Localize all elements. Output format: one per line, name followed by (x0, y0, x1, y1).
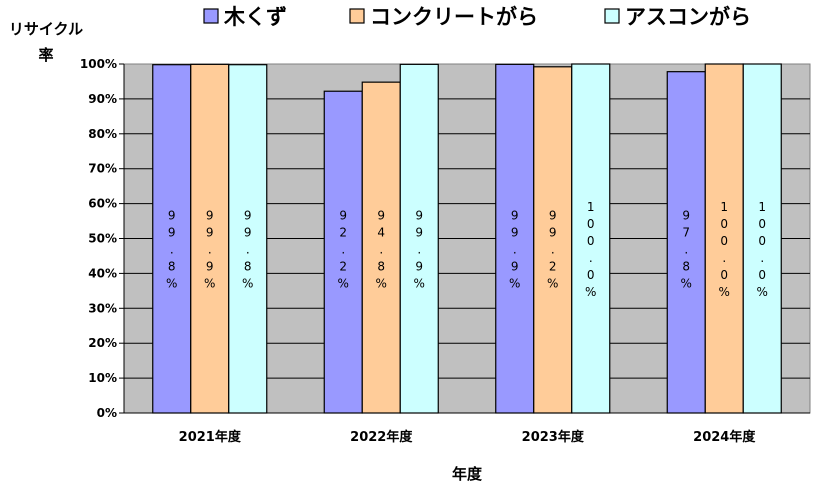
data-label: 9 9. 9% (204, 209, 215, 291)
bar (571, 63, 611, 414)
legend-swatch (349, 8, 365, 24)
data-label: 9 9. 9% (414, 209, 425, 291)
x-category-label: 2021年度 (179, 429, 242, 445)
y-tick-label: 60% (88, 197, 117, 211)
data-label: 9 9. 8% (242, 209, 253, 291)
y-tick-label: 80% (88, 127, 117, 141)
data-label: 9 7. 8% (681, 209, 692, 291)
bar (533, 66, 573, 414)
y-tick-label: 90% (88, 92, 117, 106)
data-label: 1 0 0. 0% (719, 200, 730, 299)
legend-swatch (604, 8, 620, 24)
bar (399, 63, 439, 414)
y-tick-label: 10% (88, 371, 117, 385)
y-tick-label: 50% (88, 232, 117, 246)
data-label: 9 2. 2% (338, 209, 349, 291)
data-label: 1 0 0. 0% (585, 200, 596, 299)
legend-label: アスコンがら (625, 5, 751, 29)
y-tick-label: 70% (88, 162, 117, 176)
y-tick-label: 20% (88, 336, 117, 350)
y-tick-label: 40% (88, 266, 117, 280)
data-label: 9 9. 9% (509, 209, 520, 291)
x-category-label: 2023年度 (522, 429, 585, 445)
bar (742, 63, 782, 414)
data-label: 1 0 0. 0% (757, 200, 768, 299)
data-label: 9 9. 2% (547, 209, 558, 291)
data-label: 9 9. 8% (166, 209, 177, 291)
x-category-label: 2024年度 (693, 429, 756, 445)
y-axis-label: リサイクル率 (9, 20, 83, 64)
bar (666, 71, 706, 414)
y-tick-label: 30% (88, 301, 117, 315)
x-axis-label: 年度 (452, 465, 483, 483)
bar (228, 64, 268, 414)
data-label: 9 4. 8% (376, 209, 387, 291)
bar (495, 63, 535, 414)
legend-label: 木くず (223, 5, 287, 29)
bar (704, 63, 744, 414)
y-tick-label: 0% (97, 406, 117, 420)
legend-label: コンクリートがら (370, 5, 538, 29)
x-category-label: 2022年度 (350, 429, 413, 445)
legend-swatch (203, 8, 219, 24)
y-tick-label: 100% (80, 57, 117, 71)
